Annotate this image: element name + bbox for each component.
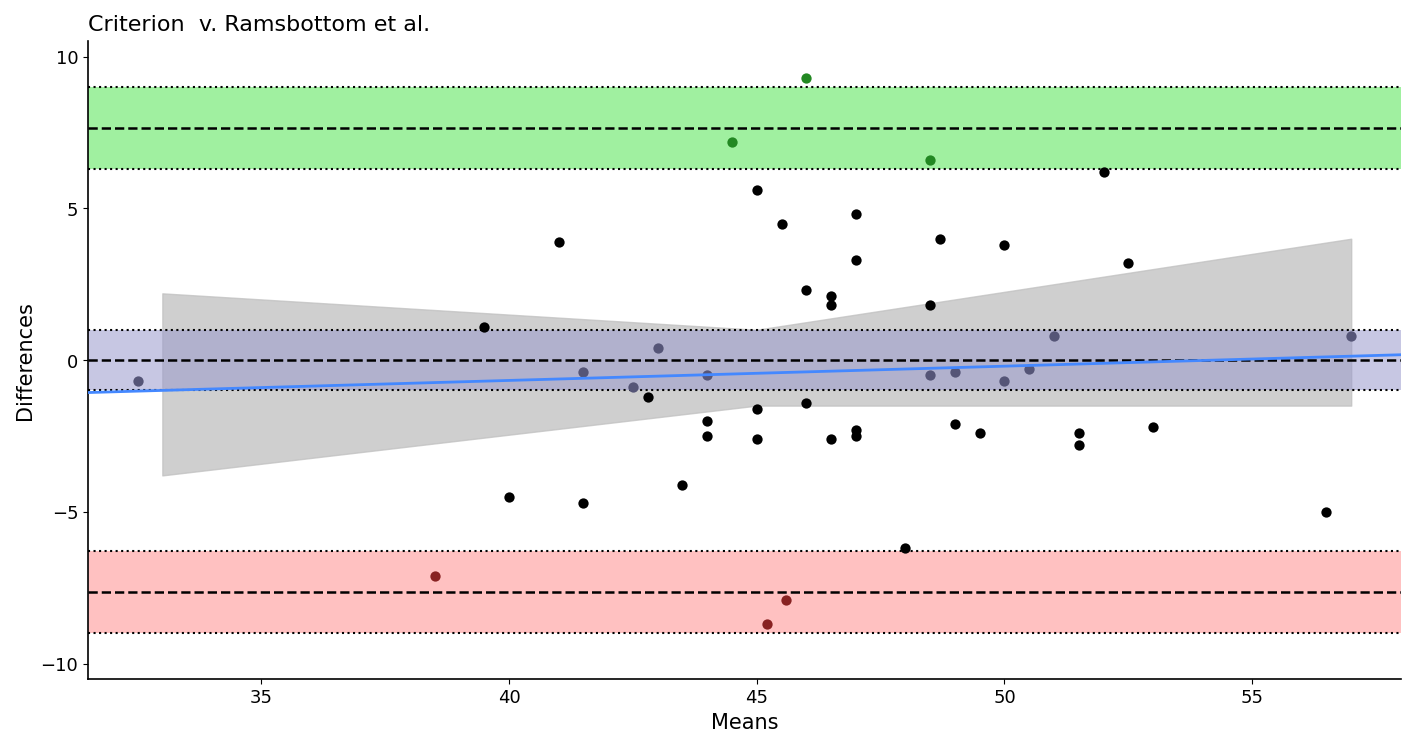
Point [795, 397, 818, 409]
Point [756, 619, 778, 630]
Point [671, 479, 693, 491]
Point [572, 497, 594, 509]
Point [126, 376, 149, 388]
Point [423, 570, 446, 582]
Point [746, 433, 768, 445]
Bar [88, 330, 1399, 391]
Point [637, 391, 659, 403]
X-axis label: Means: Means [710, 712, 778, 732]
Text: Criterion  v. Ramsbottom et al.: Criterion v. Ramsbottom et al. [88, 15, 430, 35]
Point [498, 491, 521, 503]
Point [894, 542, 917, 554]
Point [647, 342, 669, 354]
Point [621, 382, 644, 394]
Point [1067, 427, 1090, 439]
Point [720, 136, 743, 148]
Point [942, 418, 965, 430]
Point [992, 239, 1015, 251]
Point [696, 370, 719, 382]
Point [918, 300, 941, 311]
Point [942, 367, 965, 379]
Point [819, 300, 842, 311]
Point [548, 236, 570, 248]
Point [1091, 167, 1114, 179]
Point [918, 370, 941, 382]
Point [1315, 506, 1337, 518]
Point [819, 291, 842, 303]
Point [770, 218, 792, 230]
Bar [88, 87, 1399, 170]
Point [1067, 439, 1090, 451]
Point [1017, 364, 1040, 376]
Point [819, 433, 842, 445]
Bar [88, 551, 1399, 633]
Point [1140, 421, 1163, 433]
Point [845, 430, 867, 442]
Point [775, 594, 798, 606]
Point [795, 72, 818, 84]
Point [845, 255, 867, 267]
Y-axis label: Differences: Differences [16, 301, 35, 420]
Point [1339, 330, 1361, 342]
Point [696, 415, 719, 427]
Point [1041, 330, 1064, 342]
Point [473, 321, 495, 333]
Point [746, 403, 768, 415]
Point [845, 209, 867, 221]
Point [696, 430, 719, 442]
Point [572, 367, 594, 379]
Point [968, 427, 990, 439]
Point [992, 376, 1015, 388]
Point [928, 233, 951, 245]
Point [918, 155, 941, 167]
Point [795, 285, 818, 297]
Point [845, 424, 867, 436]
Point [746, 185, 768, 196]
Point [1116, 258, 1139, 270]
